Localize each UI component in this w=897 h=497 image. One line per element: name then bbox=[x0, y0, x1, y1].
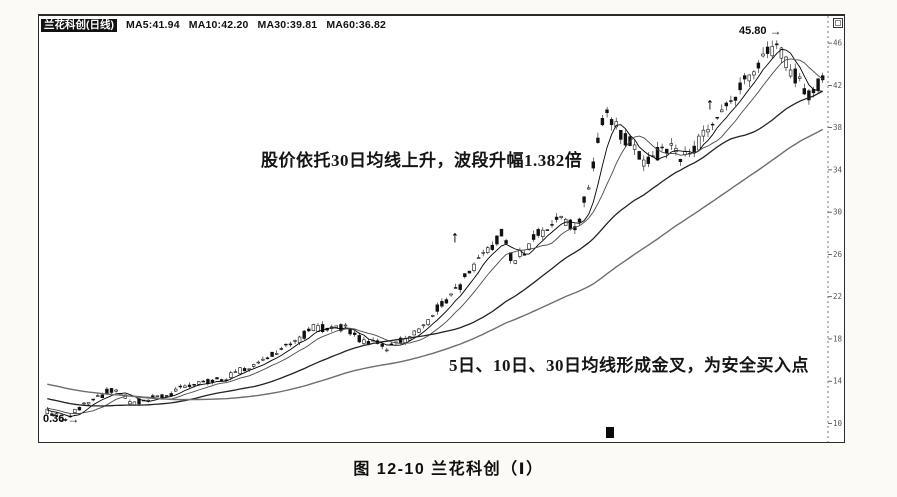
peak-price-label: 45.80 → bbox=[739, 25, 782, 37]
start-price-label: 0.36 → bbox=[43, 413, 79, 425]
svg-text:30: 30 bbox=[833, 208, 843, 217]
right-arrow-icon: → bbox=[769, 24, 782, 38]
svg-text:26: 26 bbox=[833, 250, 843, 259]
svg-text:46: 46 bbox=[833, 39, 843, 48]
ma10-value: MA10:42.20 bbox=[188, 19, 249, 31]
stock-chart-window: 46 42 38 34 30 26 22 18 14 10 兰花科创(日线) MA5:41.94 … bbox=[38, 14, 845, 443]
right-arrow-icon: → bbox=[67, 412, 80, 426]
ma60-value: MA60:36.82 bbox=[326, 19, 387, 31]
ma5-value: MA5:41.94 bbox=[126, 19, 180, 31]
candlestick-plot: 46 42 38 34 30 26 22 18 14 10 bbox=[39, 16, 844, 442]
svg-text:14: 14 bbox=[833, 377, 843, 386]
annotation-golden-cross: 5日、10日、30日均线形成金叉，为安全买入点 bbox=[449, 356, 809, 375]
buy-signal-arrow-icon: ↑ bbox=[451, 229, 459, 246]
figure-caption: 图 12-10 兰花科创（Ⅰ） bbox=[353, 461, 544, 478]
peak-price-value: 45.80 bbox=[739, 25, 767, 37]
chart-title-chip: 兰花科创(日线) bbox=[41, 18, 117, 32]
svg-text:22: 22 bbox=[833, 292, 842, 301]
ma30-value: MA30:39.81 bbox=[257, 19, 318, 31]
svg-text:18: 18 bbox=[833, 334, 843, 343]
chart-header: 兰花科创(日线) MA5:41.94 MA10:42.20 MA30:39.81… bbox=[41, 18, 386, 32]
buy-signal-arrow-icon: ↑ bbox=[706, 96, 714, 113]
start-price-value: 0.36 bbox=[43, 413, 65, 425]
bottom-marker bbox=[606, 427, 614, 438]
svg-text:10: 10 bbox=[833, 419, 843, 428]
window-restore-icon bbox=[833, 18, 843, 28]
svg-text:42: 42 bbox=[833, 81, 842, 90]
annotation-uptrend: 股价依托30日均线上升，波段升幅1.382倍 bbox=[261, 151, 583, 170]
svg-text:34: 34 bbox=[833, 165, 843, 174]
candlestick-plot-svg: 46 42 38 34 30 26 22 18 14 10 bbox=[45, 16, 843, 442]
svg-text:38: 38 bbox=[833, 123, 843, 132]
